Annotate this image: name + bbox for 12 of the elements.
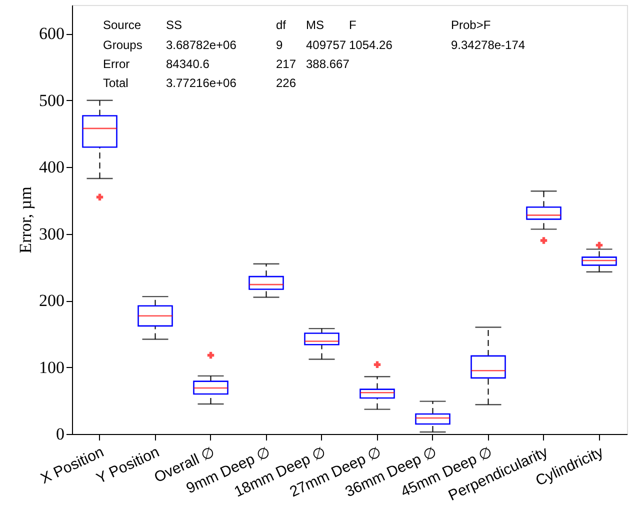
y-tick-label: 100 bbox=[39, 358, 64, 377]
y-tick-label: 600 bbox=[39, 24, 64, 44]
text: Error 84340.6 217 388.667 bbox=[103, 57, 350, 71]
y-tick-label: 200 bbox=[39, 291, 64, 310]
text: Source SS df MS F Prob>F bbox=[103, 18, 491, 32]
y-tick-label: 0 bbox=[56, 424, 64, 444]
y-tick-label: 400 bbox=[39, 158, 64, 177]
y-axis-title: Error, µm bbox=[16, 186, 35, 254]
text: Groups 3.68782e+06 9 409757 1054.26 9.34278e-174 bbox=[103, 38, 526, 52]
y-tick-label: 300 bbox=[39, 224, 64, 244]
text: Total 3.77216e+06 226 bbox=[103, 76, 296, 90]
y-tick-label: 500 bbox=[39, 90, 64, 110]
